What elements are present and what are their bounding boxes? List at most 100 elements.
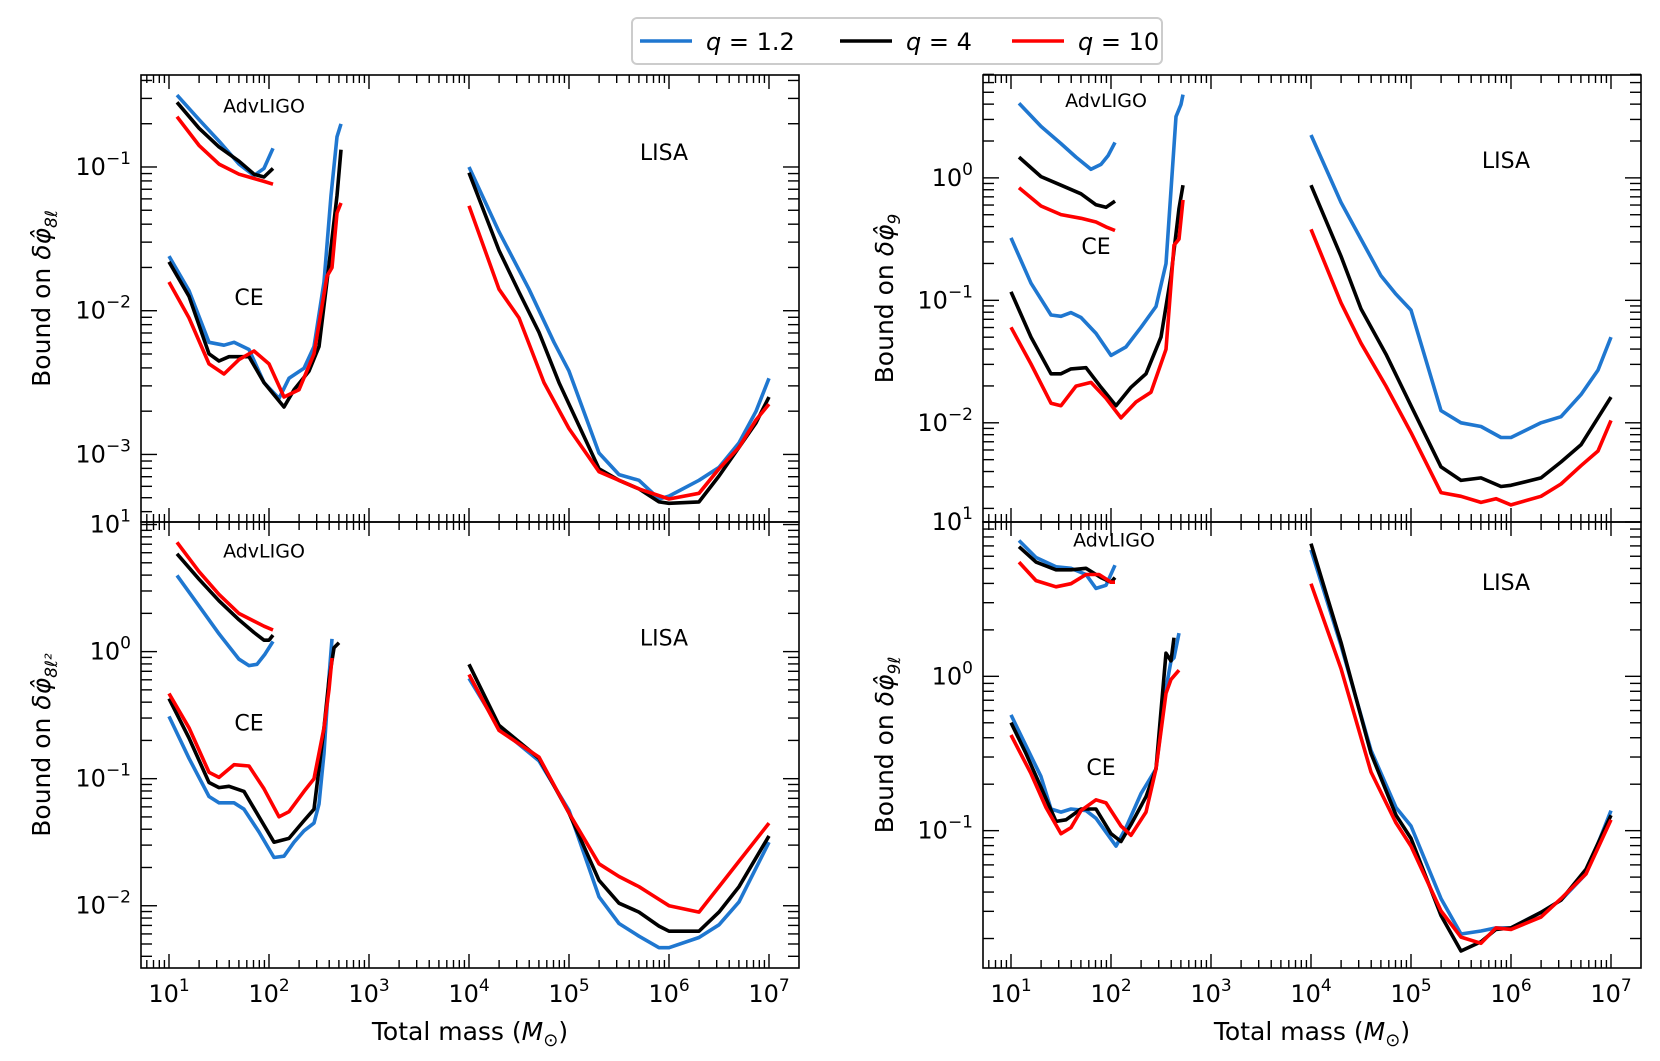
series-line-bottom-right-advligo-q1.2 — [1017, 539, 1117, 591]
x-tick-base: 10 — [1190, 980, 1221, 1008]
y-tick-exponent: −1 — [106, 149, 131, 169]
series-line-bottom-right-lisa-q1.2 — [1309, 549, 1613, 936]
y-tick-base: 10 — [90, 638, 121, 666]
x-tick-exponent: 1 — [179, 976, 190, 996]
y-tick-base: 10 — [932, 164, 963, 192]
series-line-top-right-lisa-q10 — [1309, 228, 1613, 507]
y-tick-base: 10 — [917, 286, 948, 314]
series-line-bottom-left-ce-q1.2 — [167, 638, 334, 860]
x-tick-exponent: 5 — [579, 976, 590, 996]
y-tick-label: 10−1 — [75, 761, 131, 793]
annotation-ce: CE — [1086, 756, 1115, 781]
series-line-bottom-left-lisa-q10 — [467, 673, 771, 914]
series-line-top-right-advligo-q4 — [1017, 155, 1117, 210]
series-group — [1009, 539, 1613, 953]
series-line-top-right-lisa-q1.2 — [1309, 134, 1613, 440]
y-axis-label-symbol: δφ̂ — [870, 674, 899, 706]
series-line-top-right-advligo-q1.2 — [1017, 101, 1117, 172]
y-tick-exponent: −2 — [948, 405, 973, 425]
annotation-lisa: LISA — [640, 626, 688, 651]
x-tick-label: 107 — [1590, 976, 1631, 1008]
annotation-lisa: LISA — [1482, 571, 1530, 596]
series-line-bottom-left-advligo-q10 — [175, 541, 274, 632]
y-tick-exponent: 0 — [120, 634, 131, 654]
series-line-top-right-lisa-q4 — [1309, 184, 1613, 489]
x-tick-base: 10 — [1590, 980, 1621, 1008]
y-tick-exponent: 0 — [962, 160, 973, 180]
x-tick-label: 105 — [548, 976, 589, 1008]
x-tick-label: 103 — [1190, 976, 1231, 1008]
y-tick-exponent: 1 — [120, 507, 131, 527]
y-tick-base: 10 — [75, 892, 106, 920]
y-tick-base: 10 — [75, 153, 106, 181]
x-tick-base: 10 — [348, 980, 379, 1008]
y-axis-label: Bound on δφ̂9 — [870, 214, 905, 384]
series-line-bottom-left-lisa-q4 — [467, 663, 771, 934]
x-tick-label: 105 — [1390, 976, 1431, 1008]
y-tick-label: 10−1 — [917, 282, 973, 314]
y-tick-base: 10 — [75, 297, 106, 325]
y-axis-label-symbol: δφ̂ — [27, 228, 56, 260]
y-tick-label: 100 — [932, 658, 973, 690]
x-tick-exponent: 2 — [279, 976, 290, 996]
x-tick-exponent: 1 — [1021, 976, 1032, 996]
series-line-bottom-left-ce-q10 — [167, 657, 334, 819]
y-tick-exponent: −2 — [106, 293, 131, 313]
y-axis-label-subscript: 9 — [885, 214, 905, 225]
y-axis-label-symbol: δφ̂ — [27, 677, 56, 709]
y-tick-label: 10−2 — [75, 293, 131, 325]
x-tick-label: 102 — [1090, 976, 1131, 1008]
annotation-ce: CE — [1081, 235, 1110, 260]
x-tick-label: 104 — [448, 976, 489, 1008]
x-tick-exponent: 4 — [479, 976, 490, 996]
series-line-bottom-right-advligo-q10 — [1017, 560, 1115, 589]
x-tick-label: 101 — [148, 976, 189, 1008]
y-tick-base: 10 — [932, 508, 963, 536]
y-tick-exponent: 1 — [962, 504, 973, 524]
y-tick-label: 10−1 — [75, 149, 131, 181]
x-tick-exponent: 7 — [779, 976, 790, 996]
series-line-top-right-ce-q10 — [1009, 199, 1185, 420]
series-line-bottom-left-advligo-q4 — [175, 552, 275, 643]
y-tick-base: 10 — [75, 440, 106, 468]
x-tick-base: 10 — [1290, 980, 1321, 1008]
legend-label-q1.2: q = 1.2 — [706, 28, 795, 56]
annotation-lisa: LISA — [640, 141, 688, 166]
legend-label-q4: q = 4 — [906, 28, 972, 56]
x-tick-base: 10 — [990, 980, 1021, 1008]
y-tick-label: 100 — [90, 634, 131, 666]
y-axis-label: Bound on δφ̂8ℓ² — [27, 653, 62, 837]
series-line-top-left-ce-q10 — [167, 202, 343, 399]
annotation-lisa: LISA — [1482, 149, 1530, 174]
x-tick-base: 10 — [1390, 980, 1421, 1008]
y-axis-label-subscript: 8ℓ — [42, 210, 62, 228]
y-tick-exponent: 0 — [962, 658, 973, 678]
y-tick-label: 10−2 — [917, 405, 973, 437]
x-tick-exponent: 3 — [379, 976, 390, 996]
x-tick-exponent: 3 — [1221, 976, 1232, 996]
series-line-bottom-right-ce-q10 — [1009, 669, 1181, 838]
y-tick-label: 10−1 — [917, 813, 973, 845]
x-tick-base: 10 — [648, 980, 679, 1008]
x-tick-label: 106 — [1490, 976, 1531, 1008]
series-line-bottom-right-ce-q4 — [1009, 637, 1176, 844]
x-tick-base: 10 — [148, 980, 179, 1008]
series-line-top-left-advligo-q1.2 — [175, 93, 275, 178]
x-tick-exponent: 7 — [1621, 976, 1632, 996]
y-tick-base: 10 — [917, 817, 948, 845]
y-tick-exponent: −2 — [106, 888, 131, 908]
y-tick-base: 10 — [90, 511, 121, 539]
axes-frame — [982, 521, 1642, 969]
annotation-advligo: AdvLIGO — [1073, 530, 1155, 552]
y-axis-label: Bound on δφ̂8ℓ — [27, 210, 62, 387]
y-tick-label: 101 — [932, 504, 973, 536]
axes-frame — [140, 521, 800, 969]
series-group — [167, 93, 771, 506]
y-axis-label-prefix: Bound on — [870, 706, 899, 833]
x-tick-base: 10 — [248, 980, 279, 1008]
